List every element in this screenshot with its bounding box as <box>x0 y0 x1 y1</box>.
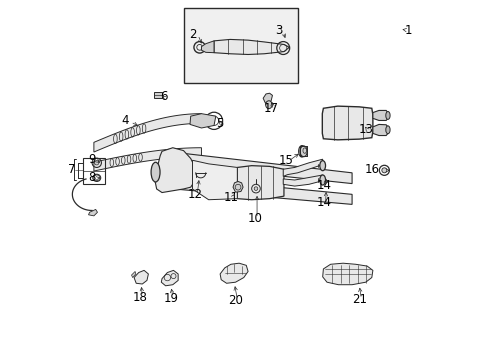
Ellipse shape <box>319 161 325 171</box>
Bar <box>183 8 298 83</box>
Polygon shape <box>190 114 215 128</box>
Polygon shape <box>205 43 215 51</box>
Polygon shape <box>165 176 351 204</box>
Polygon shape <box>220 263 247 283</box>
Ellipse shape <box>298 145 305 157</box>
Polygon shape <box>155 148 194 193</box>
Text: 15: 15 <box>278 154 293 167</box>
Text: 4: 4 <box>122 114 129 127</box>
Polygon shape <box>237 166 284 200</box>
Bar <box>301 147 315 156</box>
Text: 6: 6 <box>160 90 167 103</box>
Circle shape <box>94 161 99 165</box>
Polygon shape <box>283 159 322 176</box>
Text: 9: 9 <box>88 153 96 166</box>
Text: 3: 3 <box>275 24 282 37</box>
Polygon shape <box>322 263 372 285</box>
Text: 19: 19 <box>163 292 178 305</box>
Text: 14: 14 <box>316 179 331 192</box>
Circle shape <box>381 168 386 173</box>
Polygon shape <box>201 41 214 53</box>
Polygon shape <box>94 148 201 171</box>
Ellipse shape <box>319 175 325 185</box>
Circle shape <box>254 187 257 190</box>
Polygon shape <box>263 93 272 103</box>
Text: 13: 13 <box>358 122 373 136</box>
Text: 10: 10 <box>247 212 262 225</box>
Polygon shape <box>161 270 178 286</box>
Polygon shape <box>131 271 136 278</box>
Polygon shape <box>214 40 289 54</box>
Ellipse shape <box>151 162 160 182</box>
Text: 18: 18 <box>133 291 148 304</box>
Text: 21: 21 <box>352 293 366 306</box>
Text: 5: 5 <box>216 117 224 130</box>
Text: 1: 1 <box>404 24 411 37</box>
Text: 14: 14 <box>316 197 331 210</box>
Bar <box>83 158 104 184</box>
Ellipse shape <box>385 126 389 134</box>
Polygon shape <box>372 125 387 135</box>
Polygon shape <box>233 181 243 192</box>
Text: 20: 20 <box>228 294 243 307</box>
Ellipse shape <box>265 101 271 109</box>
Polygon shape <box>192 160 237 200</box>
Text: 7: 7 <box>68 163 75 176</box>
Polygon shape <box>322 106 372 140</box>
Ellipse shape <box>300 146 306 157</box>
Ellipse shape <box>385 112 389 120</box>
Polygon shape <box>88 210 97 216</box>
Polygon shape <box>283 175 322 186</box>
Text: 17: 17 <box>264 103 278 116</box>
Text: 8: 8 <box>88 171 96 184</box>
Polygon shape <box>94 114 201 152</box>
Polygon shape <box>372 111 387 121</box>
Text: 12: 12 <box>187 188 202 201</box>
Polygon shape <box>165 151 351 184</box>
Bar <box>154 92 162 98</box>
Text: 16: 16 <box>364 163 379 176</box>
Polygon shape <box>134 270 148 284</box>
Text: 2: 2 <box>189 28 196 41</box>
Text: 11: 11 <box>223 191 238 204</box>
